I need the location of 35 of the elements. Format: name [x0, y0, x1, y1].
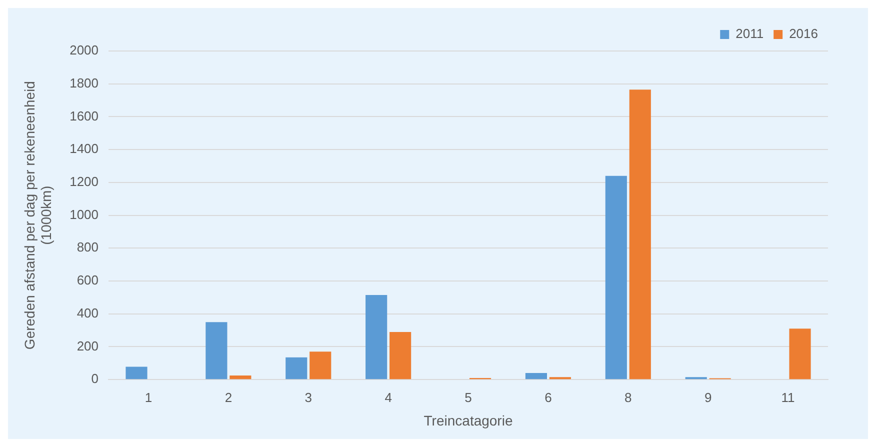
bar — [126, 366, 148, 380]
y-tick-label: 800 — [76, 240, 99, 255]
x-tick-label: 11 — [781, 390, 795, 405]
bar — [310, 352, 332, 380]
y-tick-label: 200 — [76, 338, 99, 354]
x-tick-label: 6 — [544, 390, 552, 405]
x-tick-label: 1 — [144, 390, 152, 405]
x-axis-title: Treincatagorie — [424, 412, 513, 428]
bar — [286, 357, 308, 380]
y-tick-label: 400 — [76, 305, 99, 320]
y-tick-label: 0 — [91, 371, 99, 386]
x-tick-label: 4 — [384, 390, 392, 405]
y-tick-label: 1000 — [70, 206, 99, 222]
y-tick-label: 1400 — [70, 141, 99, 156]
x-tick-label: 3 — [304, 390, 312, 405]
y-tick-label: 600 — [76, 272, 99, 288]
bar — [789, 328, 811, 380]
legend-label: 2016 — [789, 26, 818, 42]
bar — [206, 322, 228, 380]
legend-label: 2011 — [736, 26, 764, 42]
x-tick-label: 8 — [624, 390, 632, 405]
x-tick-label: 9 — [704, 390, 712, 405]
x-tick-label: 5 — [464, 390, 472, 405]
y-tick-label: 1200 — [70, 174, 99, 190]
y-tick-label: 2000 — [70, 42, 99, 58]
x-tick-label: 2 — [224, 390, 232, 405]
y-tick-label: 1800 — [70, 75, 99, 90]
y-tick-label: 1600 — [70, 108, 99, 124]
bar — [230, 375, 252, 380]
bar — [525, 373, 548, 380]
y-axis-title: Gereden afstand per dag per rekeneenheid (1000km) — [21, 81, 54, 350]
bar — [629, 90, 651, 380]
bar — [366, 294, 388, 380]
bar — [605, 176, 627, 380]
bar — [390, 332, 412, 380]
